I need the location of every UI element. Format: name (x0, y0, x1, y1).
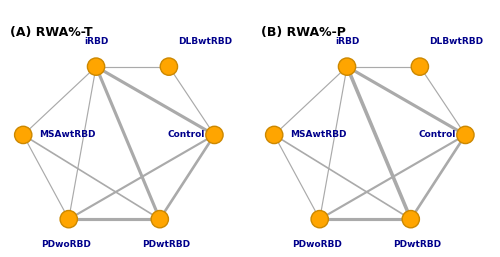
Text: MSAwtRBD: MSAwtRBD (39, 130, 96, 140)
Text: DLBwtRBD: DLBwtRBD (178, 37, 232, 46)
Circle shape (311, 210, 328, 228)
Text: iRBD: iRBD (335, 37, 359, 46)
Text: Control: Control (168, 130, 205, 140)
Circle shape (411, 58, 428, 75)
Text: MSAwtRBD: MSAwtRBD (290, 130, 346, 140)
Circle shape (266, 126, 283, 144)
Circle shape (160, 58, 178, 75)
Text: Control: Control (419, 130, 457, 140)
Text: PDwtRBD: PDwtRBD (142, 240, 190, 249)
Text: (B) RWA%-P: (B) RWA%-P (261, 26, 345, 39)
Circle shape (402, 210, 419, 228)
Text: PDwoRBD: PDwoRBD (292, 240, 343, 249)
Circle shape (60, 210, 78, 228)
Circle shape (338, 58, 355, 75)
Circle shape (206, 126, 223, 144)
Circle shape (151, 210, 168, 228)
Text: PDwoRBD: PDwoRBD (42, 240, 92, 249)
Text: DLBwtRBD: DLBwtRBD (429, 37, 483, 46)
Text: PDwtRBD: PDwtRBD (394, 240, 442, 249)
Circle shape (88, 58, 104, 75)
Circle shape (14, 126, 32, 144)
Text: (A) RWA%-T: (A) RWA%-T (10, 26, 92, 39)
Circle shape (457, 126, 474, 144)
Text: iRBD: iRBD (84, 37, 108, 46)
